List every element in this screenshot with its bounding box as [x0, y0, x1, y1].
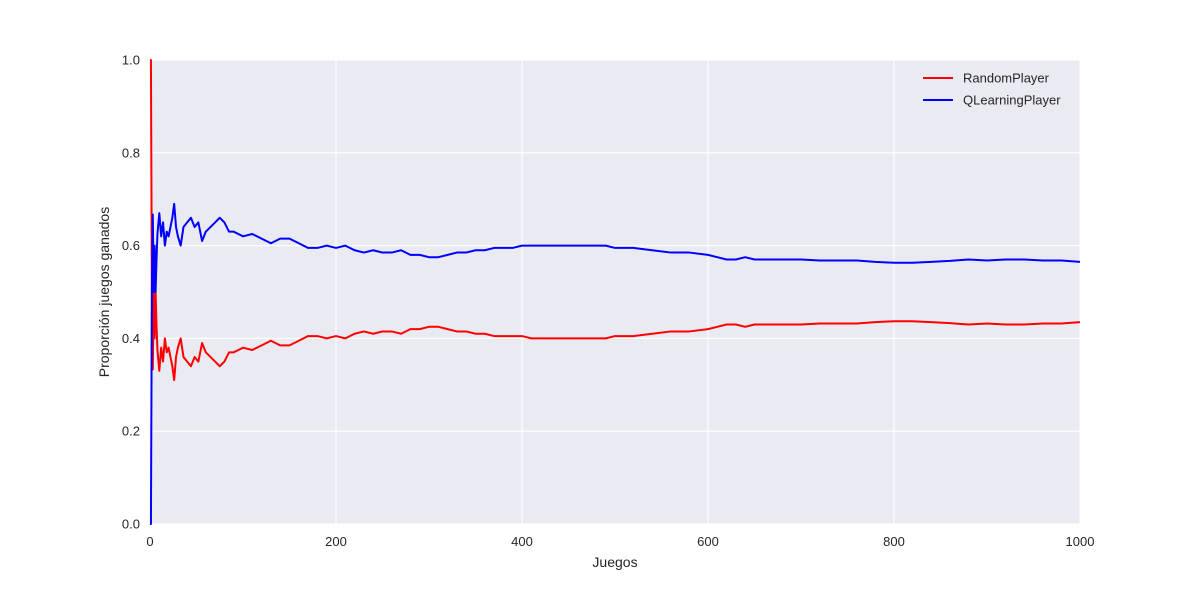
gridlines [149, 59, 1081, 525]
legend: RandomPlayer QLearningPlayer [923, 71, 1061, 108]
x-axis-title: Juegos [592, 554, 637, 570]
x-tick-label: 400 [511, 534, 533, 549]
x-tick-label: 200 [325, 534, 347, 549]
plot-area-background [150, 60, 1080, 524]
y-tick-label: 0.8 [122, 145, 140, 160]
series-line-qlearningplayer [149, 202, 1081, 525]
legend-label: QLearningPlayer [963, 93, 1061, 108]
y-tick-label: 0.2 [122, 424, 140, 439]
y-tick-label: 1.0 [122, 53, 140, 68]
y-axis-ticks: 0.0 0.2 0.4 0.6 0.8 1.0 [122, 53, 140, 532]
x-tick-label: 600 [697, 534, 719, 549]
x-axis-ticks: 0 200 400 600 800 1000 [146, 534, 1094, 549]
y-tick-label: 0.4 [122, 331, 140, 346]
legend-label: RandomPlayer [963, 71, 1050, 86]
x-tick-label: 1000 [1066, 534, 1095, 549]
y-tick-label: 0.0 [122, 517, 140, 532]
series-lines [149, 59, 1081, 525]
y-tick-label: 0.6 [122, 238, 140, 253]
series-line-randomplayer [149, 59, 1081, 382]
y-axis-title: Proporción juegos ganados [96, 207, 112, 377]
x-tick-label: 0 [146, 534, 153, 549]
x-tick-label: 800 [883, 534, 905, 549]
